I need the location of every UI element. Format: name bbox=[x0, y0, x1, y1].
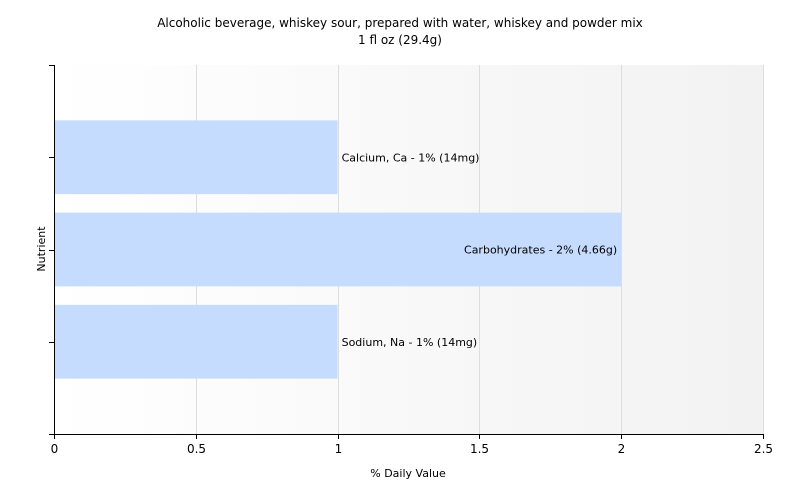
axes: 0 0.5 1 1.5 2 2.5 bbox=[49, 65, 773, 456]
x-axis-title: % Daily Value bbox=[370, 467, 446, 480]
x-tick-label: 2 bbox=[618, 442, 626, 456]
x-tick-label: 1.5 bbox=[470, 442, 489, 456]
bar bbox=[55, 120, 338, 195]
bar-data-label: Carbohydrates - 2% (4.66g) bbox=[464, 244, 617, 257]
chart-title: Alcoholic beverage, whiskey sour, prepar… bbox=[157, 16, 643, 30]
x-tick-label: 2.5 bbox=[754, 442, 773, 456]
x-tick-label: 0.5 bbox=[187, 442, 206, 456]
bar bbox=[55, 212, 622, 287]
chart-subtitle: 1 fl oz (29.4g) bbox=[358, 33, 442, 47]
x-tick-label: 0 bbox=[51, 442, 59, 456]
bar bbox=[55, 304, 338, 379]
bars: Calcium, Ca - 1% (14mg) Carbohydrates - 2… bbox=[55, 120, 622, 379]
x-tick-label: 1 bbox=[335, 442, 343, 456]
bar-data-label: Calcium, Ca - 1% (14mg) bbox=[342, 151, 480, 164]
bar-data-label: Sodium, Na - 1% (14mg) bbox=[342, 336, 478, 349]
y-axis-title: Nutrient bbox=[35, 226, 48, 272]
